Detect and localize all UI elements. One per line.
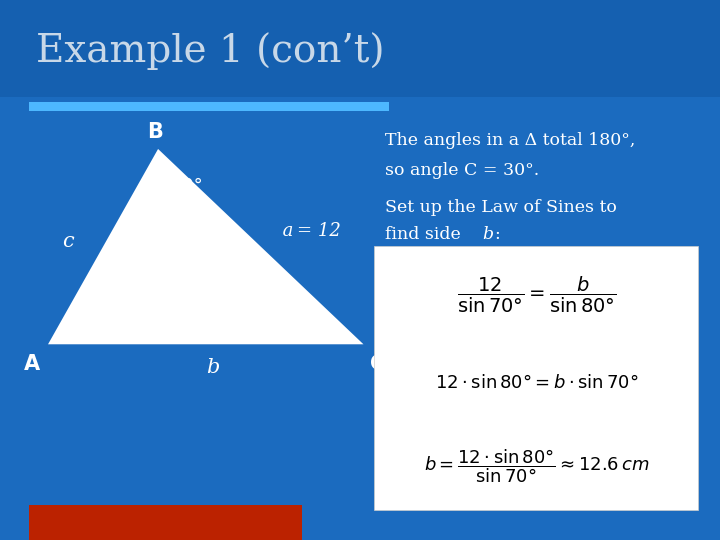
FancyBboxPatch shape — [374, 246, 698, 510]
Text: b: b — [482, 226, 493, 244]
Text: :: : — [495, 226, 500, 244]
Text: find side: find side — [385, 226, 467, 244]
Text: C: C — [370, 354, 386, 375]
Text: Example 1 (con’t): Example 1 (con’t) — [36, 32, 384, 70]
Text: so angle C = 30°.: so angle C = 30°. — [385, 161, 539, 179]
Polygon shape — [50, 151, 360, 343]
Bar — [0, 0, 720, 97]
Text: B: B — [147, 122, 163, 143]
Text: Set up the Law of Sines to: Set up the Law of Sines to — [385, 199, 617, 217]
Bar — [29, 102, 389, 111]
Text: $12 \cdot \sin 80° = b \cdot \sin 70°$: $12 \cdot \sin 80° = b \cdot \sin 70°$ — [435, 374, 638, 392]
Text: $b = \dfrac{12 \cdot \sin 80°}{\sin 70°} \approx 12.6\,cm$: $b = \dfrac{12 \cdot \sin 80°}{\sin 70°}… — [424, 447, 649, 485]
Bar — [29, 505, 302, 540]
Text: The angles in a Δ total 180°,: The angles in a Δ total 180°, — [385, 132, 636, 149]
Text: c: c — [63, 232, 74, 251]
Text: 80°: 80° — [171, 177, 203, 195]
Text: 70°: 70° — [78, 312, 109, 330]
Text: $\dfrac{12}{\sin 70°} = \dfrac{b}{\sin 80°}$: $\dfrac{12}{\sin 70°} = \dfrac{b}{\sin 8… — [456, 275, 616, 315]
Text: b: b — [206, 357, 219, 377]
Text: a = 12: a = 12 — [279, 222, 341, 240]
Text: A: A — [24, 354, 40, 375]
